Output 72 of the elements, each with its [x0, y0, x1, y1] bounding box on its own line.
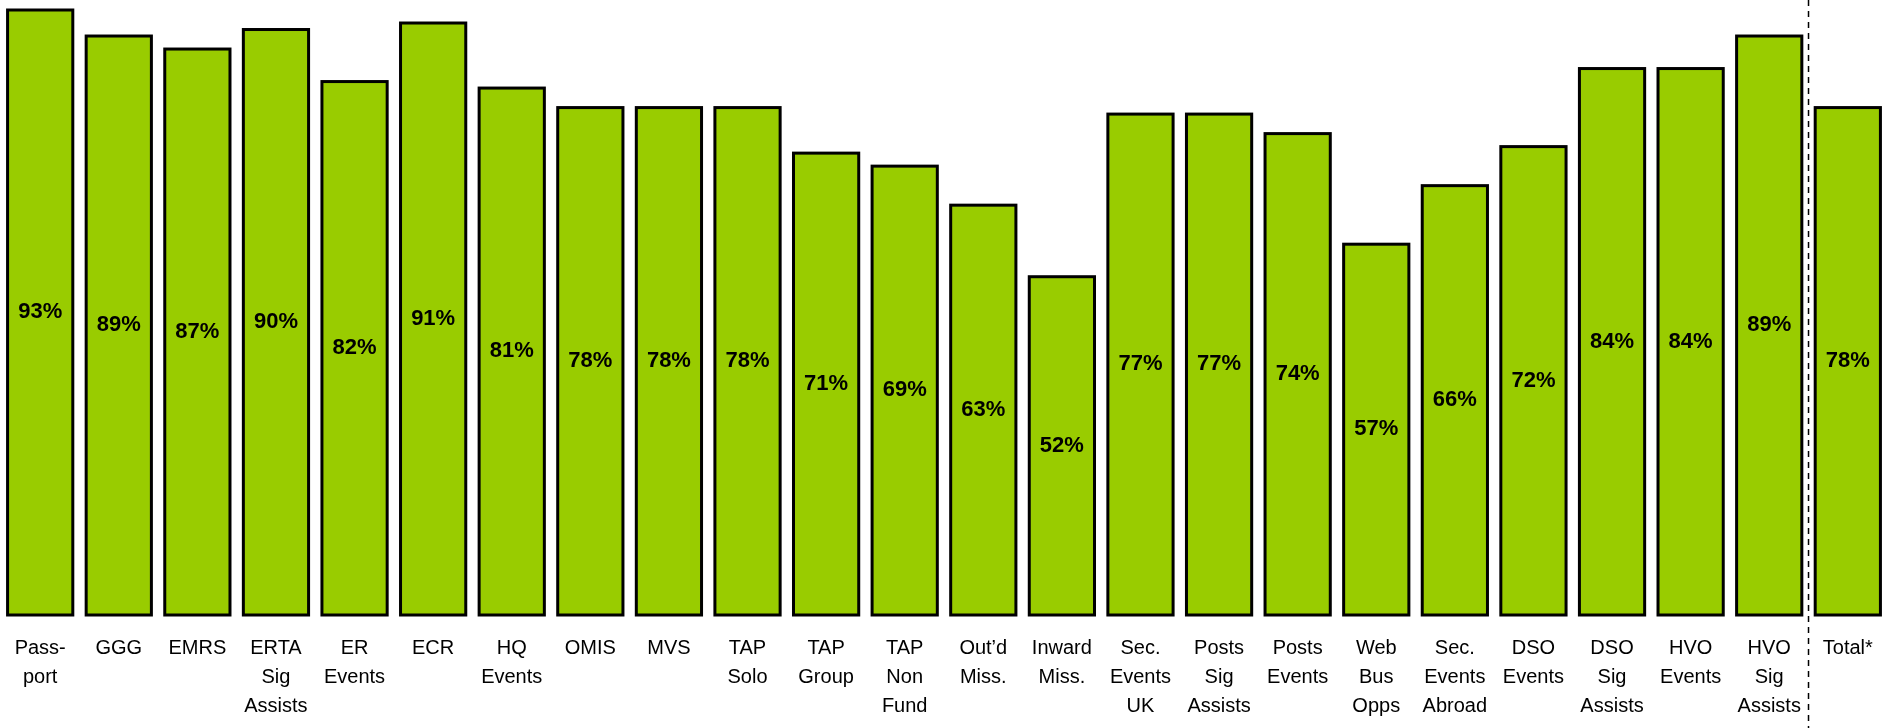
- bar: [320, 80, 389, 617]
- bar: [1420, 184, 1489, 617]
- x-tick-label: ECR: [412, 636, 455, 658]
- bar: [399, 21, 468, 617]
- bar: [1263, 132, 1332, 617]
- x-tick-label: TAP Solo: [727, 636, 768, 687]
- bar: [6, 8, 75, 617]
- x-tick-label: TAP Group: [798, 636, 854, 687]
- x-tick-label: ER Events: [323, 636, 386, 687]
- x-tick-label: MVS: [647, 636, 691, 658]
- data-label: 52%: [1039, 431, 1084, 457]
- x-tick-label: DSO Events: [1502, 636, 1565, 687]
- x-tick-label: Sec. Events Abroad: [1422, 636, 1488, 716]
- x-tick-label: Total*: [1822, 636, 1874, 658]
- x-tick-label: EMRS: [168, 636, 227, 658]
- data-label: 78%: [1825, 347, 1870, 373]
- data-label: 77%: [1118, 350, 1163, 376]
- data-label: 78%: [646, 347, 691, 373]
- x-tick-label: GGG: [95, 636, 143, 658]
- x-tick-label: Pass- port: [14, 636, 66, 687]
- data-label: 81%: [489, 337, 534, 363]
- x-tick-label: Posts Events: [1267, 636, 1329, 687]
- data-label: 78%: [568, 347, 613, 373]
- data-label: 69%: [882, 376, 927, 402]
- bar: [1813, 106, 1882, 617]
- bar: [556, 106, 625, 617]
- x-tick-label: HQ Events: [481, 636, 543, 687]
- bar: [1027, 275, 1096, 617]
- x-tick-label: OMIS: [564, 636, 616, 658]
- bar: [1735, 34, 1804, 617]
- bar: [477, 86, 546, 617]
- bar: [163, 47, 232, 617]
- data-label: 71%: [804, 369, 849, 395]
- bar: [1656, 67, 1725, 617]
- bar: [1184, 112, 1254, 617]
- data-label: 77%: [1197, 350, 1242, 376]
- bar: [1577, 67, 1647, 617]
- x-tick-label: ERTA Sig Assists: [244, 636, 308, 716]
- bar: [713, 106, 782, 617]
- data-label: 63%: [961, 395, 1006, 421]
- x-tick-label: Out’d Miss.: [959, 636, 1008, 687]
- data-label: 84%: [1668, 327, 1713, 353]
- data-label: 57%: [1354, 415, 1399, 441]
- bar: [792, 151, 861, 617]
- bar: [1342, 242, 1411, 617]
- bar: [949, 203, 1018, 617]
- data-label: 74%: [1275, 360, 1320, 386]
- data-label: 90%: [253, 308, 298, 334]
- data-label: 91%: [411, 304, 456, 330]
- x-tick-label: HVO Sig Assists: [1737, 636, 1801, 716]
- data-label: 84%: [1590, 327, 1635, 353]
- x-tick-label: Inward Miss.: [1031, 636, 1092, 687]
- data-label: 78%: [725, 347, 770, 373]
- data-label: 87%: [175, 317, 220, 343]
- x-tick-label: DSO Sig Assists: [1580, 636, 1644, 716]
- data-label: 93%: [18, 298, 63, 324]
- data-label: 89%: [1747, 311, 1792, 337]
- x-tick-label: HVO Events: [1660, 636, 1722, 687]
- data-label: 82%: [332, 334, 377, 360]
- bar: [1106, 112, 1175, 617]
- data-label: 89%: [96, 311, 141, 337]
- bar: [634, 106, 704, 617]
- x-tick-label: Sec. Events UK: [1109, 636, 1172, 716]
- bar: [870, 164, 939, 617]
- data-label: 66%: [1432, 386, 1477, 412]
- bar: [84, 34, 153, 617]
- bar: [1499, 145, 1568, 617]
- bar: [241, 28, 311, 617]
- x-tick-label: TAP Non Fund: [881, 636, 928, 716]
- x-tick-label: Web Bus Opps: [1352, 636, 1401, 716]
- x-tick-label: Posts Sig Assists: [1187, 636, 1251, 716]
- data-label: 72%: [1511, 366, 1556, 392]
